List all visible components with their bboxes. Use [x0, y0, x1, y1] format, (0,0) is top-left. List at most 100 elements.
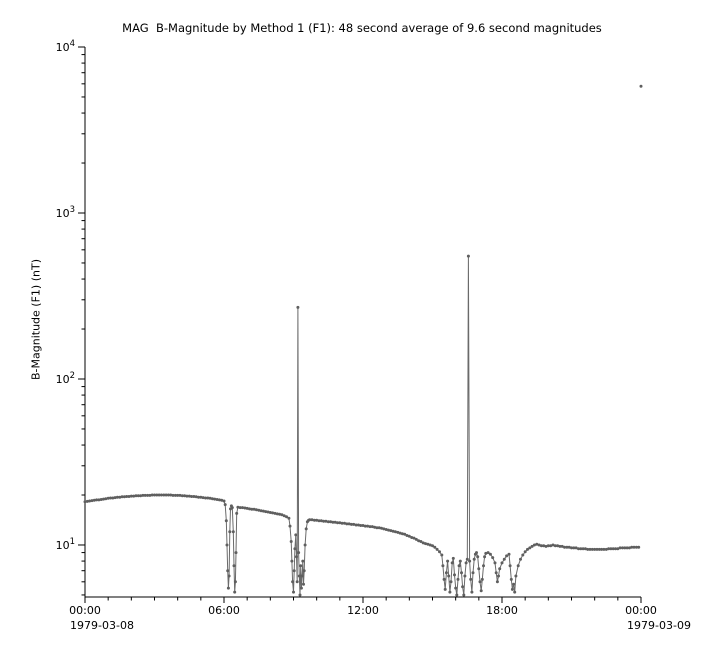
data-point	[595, 547, 599, 551]
data-point	[391, 529, 395, 533]
data-point	[356, 523, 360, 527]
data-point	[542, 544, 546, 548]
data-point	[537, 543, 541, 547]
data-point	[146, 493, 150, 497]
data-point	[222, 499, 226, 503]
data-point	[136, 494, 140, 498]
data-point	[293, 547, 297, 551]
data-point	[639, 84, 643, 88]
data-point	[375, 526, 379, 530]
data-point	[224, 519, 228, 523]
data-point	[497, 574, 500, 578]
data-point	[491, 556, 495, 560]
data-point	[480, 577, 484, 581]
data-point	[169, 493, 173, 497]
data-point	[493, 561, 497, 565]
data-point	[199, 495, 203, 499]
data-point	[581, 547, 585, 551]
data-point	[389, 529, 393, 533]
data-point	[352, 522, 356, 526]
data-point	[183, 494, 187, 498]
data-point	[382, 527, 386, 531]
data-point	[428, 543, 432, 547]
data-point	[477, 567, 481, 571]
data-point	[512, 582, 516, 586]
data-point	[634, 545, 638, 549]
data-point	[567, 545, 571, 549]
data-point	[241, 506, 244, 510]
data-point	[433, 545, 437, 549]
data-point	[495, 580, 499, 584]
data-point	[500, 561, 504, 565]
data-point	[231, 530, 235, 534]
data-point	[521, 553, 525, 557]
data-point	[299, 564, 303, 568]
data-point	[148, 493, 152, 497]
data-point	[208, 496, 212, 500]
data-point	[301, 559, 305, 563]
y-tick-label: 101	[56, 537, 75, 552]
data-point	[194, 495, 198, 499]
data-point	[574, 546, 578, 550]
data-point	[254, 508, 258, 512]
data-point	[331, 520, 335, 524]
data-point	[588, 547, 592, 551]
data-point	[476, 555, 480, 559]
data-point	[498, 567, 502, 571]
data-point	[526, 547, 529, 551]
data-point	[407, 534, 411, 538]
data-point	[384, 528, 388, 531]
data-point	[252, 507, 256, 511]
data-point	[302, 569, 306, 573]
data-point	[285, 515, 288, 519]
data-point	[513, 590, 517, 594]
data-point	[347, 522, 351, 526]
data-point	[232, 564, 236, 568]
data-point	[257, 508, 261, 512]
data-point	[141, 493, 145, 497]
data-point	[507, 552, 511, 556]
data-point	[468, 559, 472, 563]
data-point	[450, 561, 454, 565]
data-point	[310, 518, 314, 522]
data-point	[171, 493, 175, 497]
data-point	[292, 569, 296, 573]
data-point	[421, 541, 425, 545]
data-point	[470, 590, 474, 594]
data-point	[109, 496, 112, 500]
x-axis-start-date: 1979-03-08	[70, 619, 134, 632]
data-point	[349, 522, 353, 526]
data-point	[166, 493, 170, 497]
data-point	[438, 550, 441, 554]
data-point	[302, 582, 305, 586]
data-point	[597, 547, 601, 551]
x-tick-label: 00:00	[625, 604, 657, 617]
data-point	[187, 494, 191, 498]
data-point	[243, 506, 247, 510]
data-series-line	[84, 256, 639, 596]
data-point	[235, 511, 239, 515]
data-point	[88, 499, 92, 503]
data-point	[102, 497, 105, 501]
data-point	[414, 537, 418, 541]
data-point	[324, 519, 328, 523]
data-point	[290, 559, 294, 563]
data-point	[572, 546, 576, 550]
data-point	[377, 526, 381, 530]
data-point	[484, 551, 488, 555]
data-point	[248, 507, 251, 511]
data-point	[570, 546, 573, 550]
data-point	[458, 559, 462, 563]
data-point	[215, 498, 219, 501]
data-point	[632, 545, 636, 549]
data-point	[298, 593, 302, 597]
data-point	[456, 577, 460, 581]
data-point	[475, 551, 478, 555]
data-point	[122, 495, 126, 499]
data-point	[155, 493, 159, 497]
data-point	[97, 498, 101, 502]
x-axis-end-date: 1979-03-09	[627, 619, 691, 632]
data-point	[453, 573, 456, 577]
data-point	[451, 556, 455, 560]
